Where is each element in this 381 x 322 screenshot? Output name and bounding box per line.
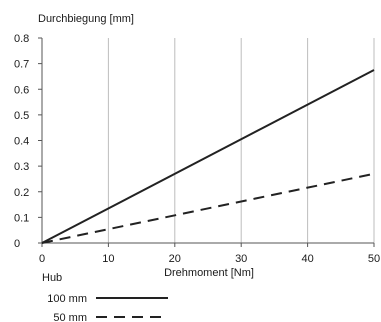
y-tick-label: 0.5: [14, 110, 29, 122]
y-tick-label: 0.6: [14, 84, 29, 96]
y-tick-labels: 0 0.1 0.2 0.3 0.4 0.5 0.6 0.7 0.8: [14, 33, 29, 250]
grid: [107, 38, 375, 243]
x-tick-label: 0: [39, 253, 45, 265]
legend-title: Hub: [42, 272, 62, 284]
y-axis-label: Durchbiegung [mm]: [38, 13, 134, 25]
series-lines: [41, 69, 375, 244]
y-tick-label: 0.3: [14, 161, 29, 173]
series-line-1: [41, 69, 375, 244]
x-tick-label: 10: [102, 253, 114, 265]
y-tick-label: 0.4: [14, 136, 29, 148]
y-tick-label: 0.1: [14, 212, 29, 224]
axes: [38, 37, 375, 247]
legend-label: 50 mm: [53, 312, 87, 322]
x-tick-label: 20: [169, 253, 181, 265]
y-tick-label: 0.8: [14, 33, 29, 45]
x-tick-labels: 0 10 20 30 40 50: [39, 253, 380, 265]
y-tick-label: 0: [14, 238, 20, 250]
x-tick-label: 50: [368, 253, 380, 265]
legend: Hub 100 mm 50 mm: [42, 272, 168, 322]
x-tick-label: 30: [235, 253, 247, 265]
y-tick-label: 0.2: [14, 187, 29, 199]
x-axis-label: Drehmoment [Nm]: [164, 267, 254, 279]
y-tick-label: 0.7: [14, 59, 29, 71]
series-line-2: [41, 172, 375, 244]
x-tick-label: 40: [301, 253, 313, 265]
legend-label: 100 mm: [47, 293, 87, 305]
